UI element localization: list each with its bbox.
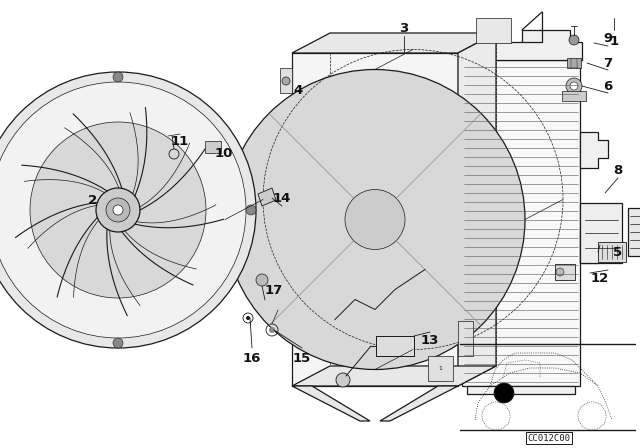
Circle shape <box>345 190 405 250</box>
Polygon shape <box>258 188 276 206</box>
Polygon shape <box>380 386 458 421</box>
Polygon shape <box>598 242 626 262</box>
Circle shape <box>282 77 290 85</box>
Polygon shape <box>292 53 458 386</box>
Text: 2: 2 <box>88 194 97 207</box>
Text: 5: 5 <box>613 246 623 258</box>
Text: 17: 17 <box>265 284 283 297</box>
Circle shape <box>0 72 256 348</box>
Polygon shape <box>628 208 640 256</box>
Circle shape <box>256 274 268 286</box>
Polygon shape <box>458 33 496 386</box>
Polygon shape <box>580 227 608 263</box>
Polygon shape <box>292 33 496 53</box>
Circle shape <box>570 82 578 90</box>
Circle shape <box>113 205 123 215</box>
Text: 1: 1 <box>609 34 619 47</box>
Text: 16: 16 <box>243 352 261 365</box>
Bar <box>205 141 221 153</box>
Circle shape <box>113 338 123 348</box>
Text: 11: 11 <box>171 134 189 147</box>
Polygon shape <box>555 264 575 280</box>
Text: 4: 4 <box>293 83 303 96</box>
Polygon shape <box>476 18 511 43</box>
Text: 8: 8 <box>613 164 623 177</box>
Polygon shape <box>462 60 580 386</box>
Polygon shape <box>457 30 582 60</box>
Text: 7: 7 <box>604 56 612 69</box>
Polygon shape <box>376 336 414 356</box>
Text: 1: 1 <box>438 366 442 371</box>
Polygon shape <box>280 68 292 93</box>
Circle shape <box>113 72 123 82</box>
Circle shape <box>106 198 130 222</box>
Circle shape <box>569 35 579 45</box>
Polygon shape <box>292 386 370 421</box>
Bar <box>567 58 581 68</box>
Polygon shape <box>580 132 608 168</box>
Polygon shape <box>458 321 473 356</box>
Circle shape <box>96 188 140 232</box>
Text: 13: 13 <box>421 333 439 346</box>
Text: 14: 14 <box>273 191 291 204</box>
Text: 10: 10 <box>215 146 233 159</box>
Text: 15: 15 <box>293 352 311 365</box>
Circle shape <box>269 327 275 333</box>
Polygon shape <box>580 203 622 263</box>
Circle shape <box>566 78 582 94</box>
Circle shape <box>246 316 250 320</box>
Text: 9: 9 <box>604 31 612 44</box>
Polygon shape <box>428 356 453 381</box>
Bar <box>562 91 586 101</box>
Polygon shape <box>467 386 575 394</box>
Circle shape <box>246 205 256 215</box>
Text: 6: 6 <box>604 79 612 92</box>
Circle shape <box>225 69 525 370</box>
Polygon shape <box>292 366 496 386</box>
Text: 3: 3 <box>399 22 408 34</box>
Circle shape <box>0 82 246 338</box>
Text: CC012C00: CC012C00 <box>527 434 570 443</box>
Circle shape <box>336 373 350 387</box>
Text: 12: 12 <box>591 271 609 284</box>
Circle shape <box>556 268 564 276</box>
Circle shape <box>494 383 514 403</box>
Circle shape <box>30 122 206 298</box>
